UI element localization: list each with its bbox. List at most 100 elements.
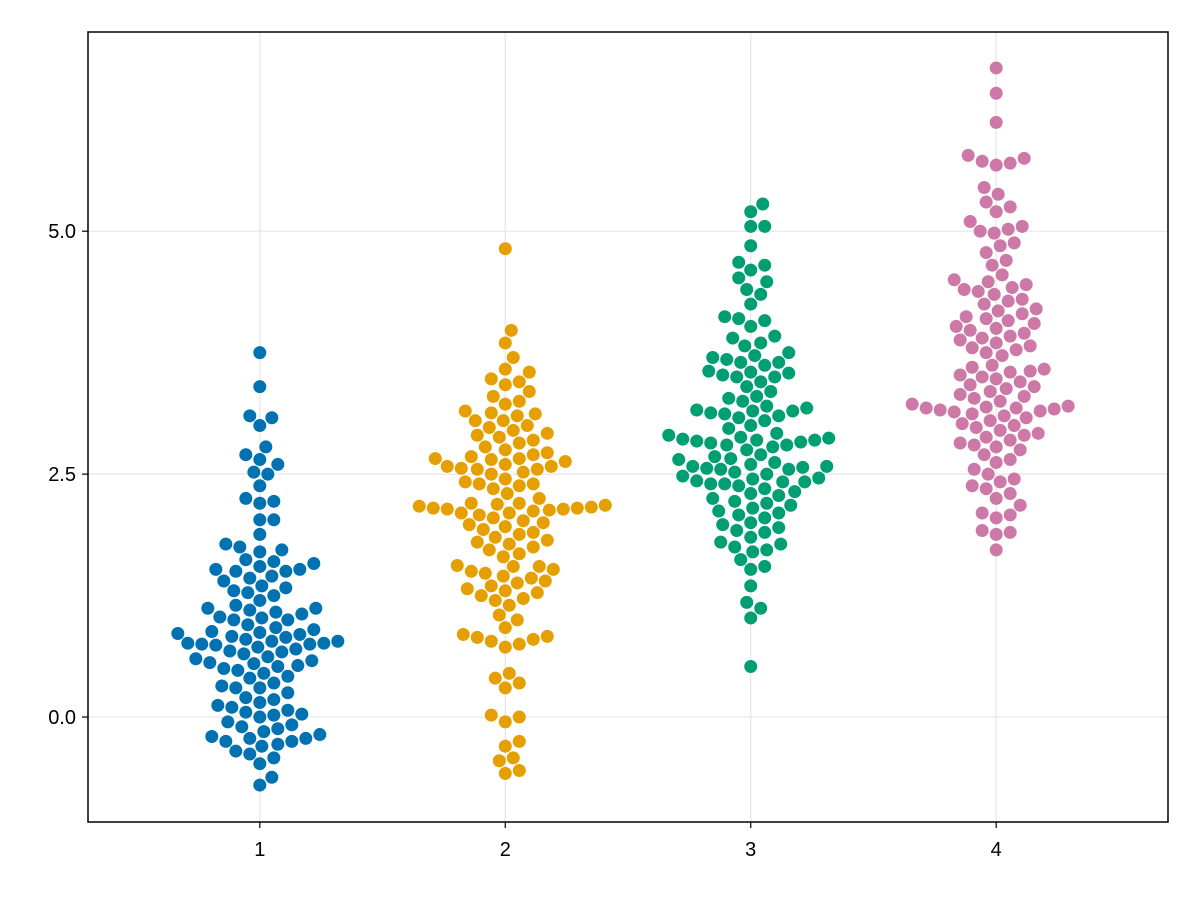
data-point (412, 499, 426, 513)
data-point (985, 358, 999, 372)
data-point (760, 275, 774, 289)
data-point (512, 452, 526, 466)
data-point (1015, 219, 1029, 233)
data-point (275, 645, 289, 659)
data-point (299, 731, 313, 745)
data-point (510, 613, 524, 627)
data-point (502, 537, 516, 551)
data-point (267, 513, 281, 527)
data-point (953, 333, 967, 347)
data-point (987, 287, 1001, 301)
data-point (1017, 428, 1031, 442)
data-point (772, 506, 786, 520)
data-point (209, 562, 223, 576)
data-point (1001, 314, 1015, 328)
data-point (969, 420, 983, 434)
data-point (746, 472, 760, 486)
data-point (307, 557, 321, 571)
data-point (540, 533, 554, 547)
data-point (506, 559, 520, 573)
data-point (512, 375, 526, 389)
data-point (993, 423, 1007, 437)
data-point (716, 518, 730, 532)
data-point (772, 489, 786, 503)
data-point (768, 455, 782, 469)
data-point (704, 477, 718, 491)
data-point (512, 734, 526, 748)
data-point (744, 579, 758, 593)
data-point (171, 626, 185, 640)
data-point (484, 467, 498, 481)
data-point (239, 705, 253, 719)
data-point (265, 569, 279, 583)
data-point (498, 584, 512, 598)
data-point (279, 630, 293, 644)
data-point (784, 498, 798, 512)
data-point (225, 629, 239, 643)
data-point (530, 586, 544, 600)
data-point (526, 504, 540, 518)
data-point (979, 430, 993, 444)
data-point (229, 681, 243, 695)
data-point (253, 419, 267, 433)
data-point (267, 751, 281, 765)
data-point (213, 610, 227, 624)
x-tick-label: 4 (991, 839, 1002, 861)
data-point (1017, 326, 1031, 340)
data-point (239, 632, 253, 646)
x-tick-label: 3 (745, 839, 756, 861)
data-point (275, 543, 289, 557)
data-point (512, 527, 526, 541)
data-point (556, 502, 570, 516)
data-point (728, 494, 742, 508)
data-point (704, 406, 718, 420)
y-tick-label: 0.0 (48, 707, 76, 729)
data-point (253, 778, 267, 792)
data-point (253, 710, 267, 724)
data-point (774, 537, 788, 551)
data-point (706, 351, 720, 365)
data-point (991, 304, 1005, 318)
data-point (1023, 364, 1037, 378)
data-point (708, 450, 722, 464)
data-point (744, 239, 758, 253)
data-point (730, 370, 744, 384)
data-point (820, 459, 834, 473)
data-point (772, 521, 786, 535)
data-point (718, 407, 732, 421)
data-point (999, 382, 1013, 396)
data-point (756, 197, 770, 211)
data-point (293, 627, 307, 641)
data-point (468, 414, 482, 428)
data-point (947, 273, 961, 287)
data-point (239, 491, 253, 505)
data-point (808, 433, 822, 447)
data-point (989, 440, 1003, 454)
data-point (271, 737, 285, 751)
data-point (428, 452, 442, 466)
data-point (1023, 339, 1037, 353)
data-point (983, 414, 997, 428)
data-point (720, 352, 734, 366)
data-point (947, 405, 961, 419)
data-point (722, 421, 736, 435)
data-point (985, 258, 999, 272)
data-point (744, 419, 758, 433)
data-point (464, 496, 478, 510)
data-point (331, 634, 345, 648)
data-point (1017, 151, 1031, 165)
data-point (1033, 404, 1047, 418)
data-point (744, 457, 758, 471)
data-point (716, 368, 730, 382)
data-point (1009, 401, 1023, 415)
data-point (987, 226, 1001, 240)
data-point (486, 511, 500, 525)
data-point (235, 720, 249, 734)
data-point (1017, 389, 1031, 403)
data-point (540, 426, 554, 440)
data-point (989, 511, 1003, 525)
data-point (989, 336, 1003, 350)
data-point (526, 433, 540, 447)
data-point (265, 411, 279, 425)
